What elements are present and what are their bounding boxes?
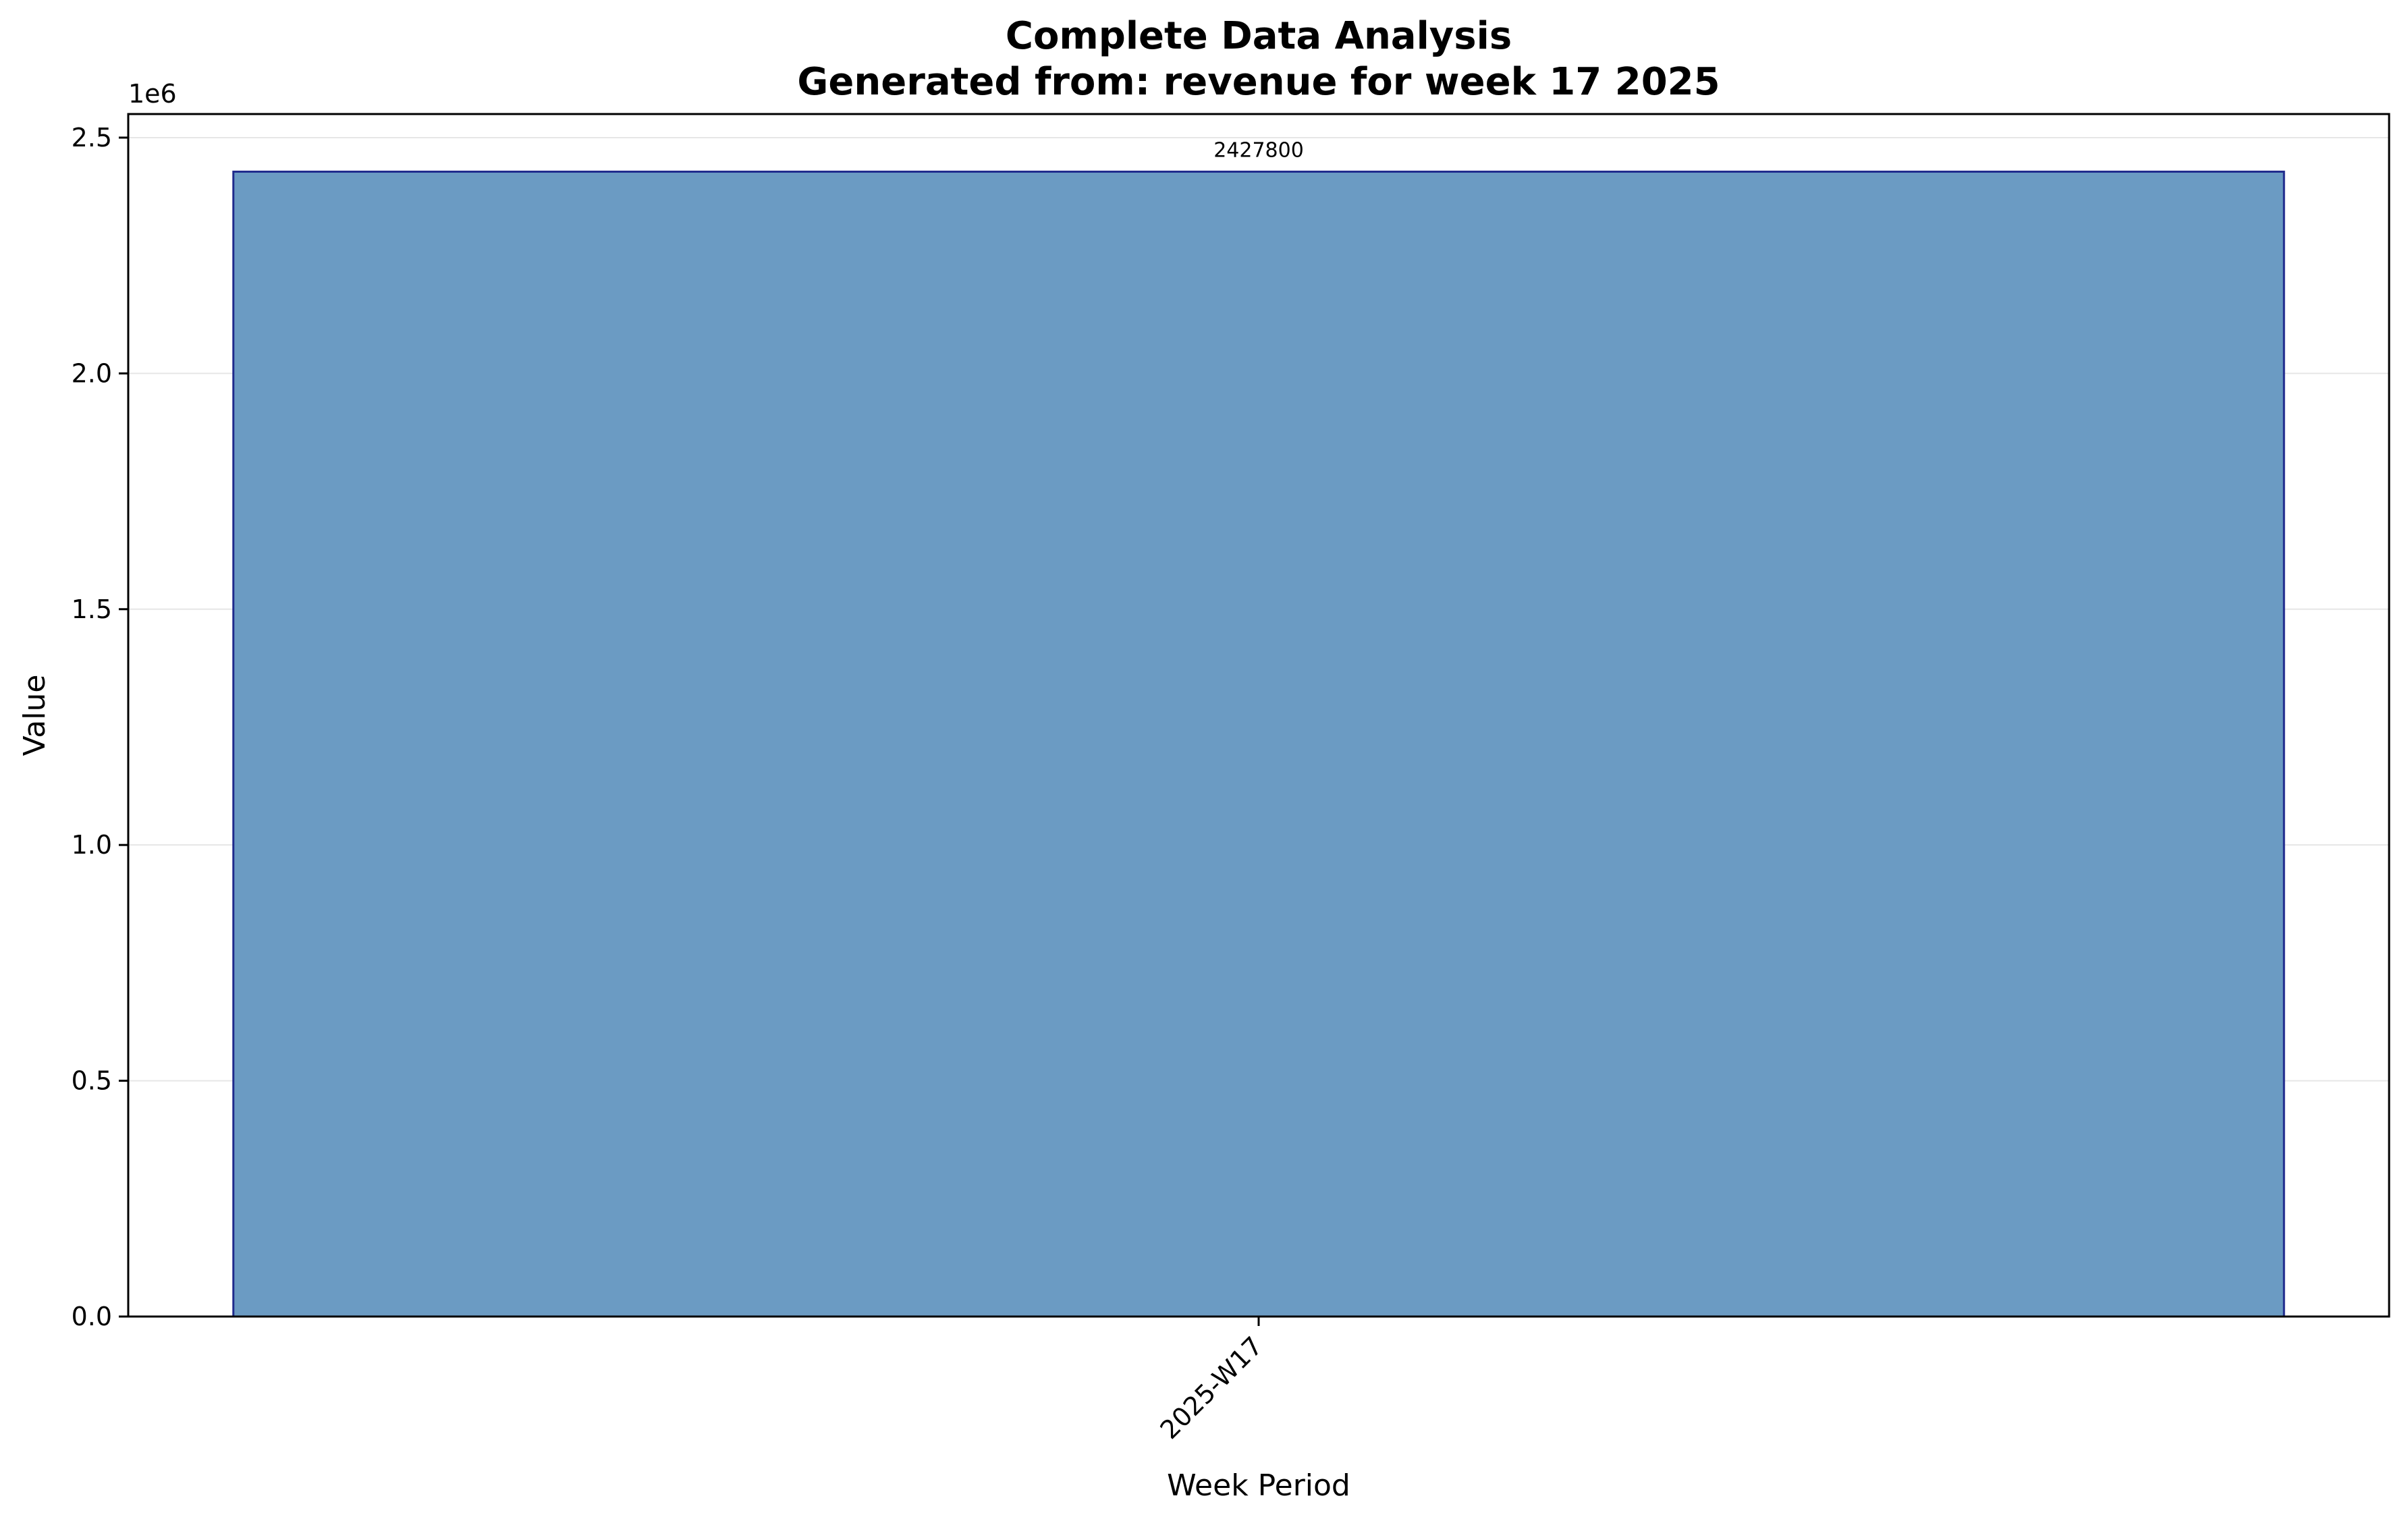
y-tick-label: 2.5 [72,123,112,153]
y-axis-offset-label: 1e6 [128,79,177,109]
y-tick-label: 1.5 [72,594,112,624]
y-tick-label: 0.5 [72,1066,112,1096]
y-tick-label: 0.0 [72,1302,112,1331]
y-axis-ticks: 0.0 0.5 1.0 1.5 2.0 2.5 [72,123,128,1331]
y-tick-label: 2.0 [72,358,112,388]
y-tick-label: 1.0 [72,830,112,860]
bars [232,170,2285,1318]
data-labels: 2427800 [1213,138,1304,162]
bar [232,170,2285,1318]
y-axis-label: Value [18,675,52,756]
x-axis-label: Week Period [1167,1468,1350,1503]
chart-title: Complete Data Analysis [1006,14,1512,58]
chart-subtitle: Generated from: revenue for week 17 2025 [797,60,1720,104]
bar-value-label: 2427800 [1213,138,1304,162]
